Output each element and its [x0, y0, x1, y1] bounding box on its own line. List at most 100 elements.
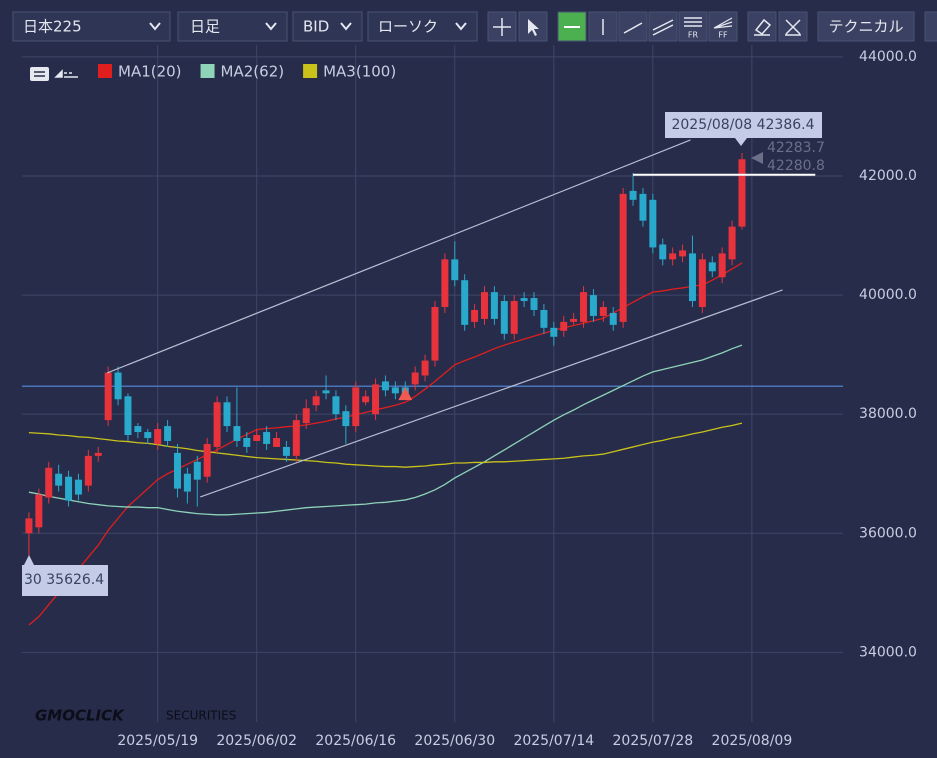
y-tick-label: 34000.0 — [859, 644, 917, 660]
candle-body — [362, 396, 370, 403]
candle-body — [372, 384, 380, 415]
candle-body — [124, 396, 132, 436]
candle-body — [738, 159, 746, 227]
candle-body — [639, 193, 647, 221]
candle-body — [25, 518, 33, 534]
candle-body — [74, 479, 82, 495]
candle-body — [550, 327, 558, 337]
candle-body — [708, 262, 716, 272]
candle-body — [134, 426, 142, 433]
candle-body — [302, 408, 310, 424]
x-tick-label: 2025/07/14 — [513, 733, 594, 749]
y-tick-label: 44000.0 — [859, 49, 917, 65]
candle-body — [728, 226, 736, 260]
ff-label: FF — [718, 31, 728, 40]
comment-lines — [34, 71, 45, 77]
fr-label: FR — [688, 31, 699, 40]
fib-fan-button[interactable] — [708, 11, 738, 42]
candle-body — [609, 312, 617, 325]
candle-body — [243, 438, 251, 447]
crosshair-icon — [493, 18, 511, 36]
candle-body — [173, 452, 181, 489]
candle-body — [480, 292, 488, 319]
candle-body — [441, 259, 449, 307]
fib-icon — [684, 17, 702, 27]
candle-body — [560, 321, 568, 331]
candle-body — [431, 307, 439, 361]
legend-swatch — [303, 64, 318, 78]
candle-body — [203, 443, 211, 477]
price-pointer — [751, 152, 763, 164]
candle-body — [530, 298, 538, 310]
price-label: 42283.7 — [767, 140, 825, 156]
candle-body — [282, 446, 290, 456]
chart-tools — [30, 67, 78, 81]
x-tick-label: 2025/06/02 — [216, 733, 297, 749]
technical-text: テクニカル — [828, 18, 903, 36]
candle-body — [391, 387, 399, 394]
channel-button[interactable] — [648, 11, 678, 42]
signal-marker — [398, 387, 413, 401]
candle-body — [471, 309, 479, 322]
candle-body — [461, 280, 469, 325]
candle-body — [580, 292, 588, 322]
candle-body — [94, 452, 102, 456]
caret — [340, 22, 352, 31]
candle-body — [688, 253, 696, 302]
style-text: ローソク — [378, 18, 438, 36]
candle-body — [352, 387, 360, 427]
more-button[interactable] — [924, 11, 937, 42]
candle-body — [263, 432, 271, 444]
candle-body — [233, 426, 241, 441]
candle-body — [510, 301, 518, 334]
high-label-pointer — [735, 138, 747, 146]
candle-body — [619, 193, 627, 322]
trendline-button[interactable] — [618, 11, 648, 42]
candle-body — [698, 259, 706, 307]
candle-body — [144, 432, 152, 438]
caret — [455, 22, 467, 31]
y-tick-label: 42000.0 — [859, 168, 917, 184]
candle-body — [253, 435, 261, 441]
candle-body — [183, 473, 191, 492]
candle-body — [273, 438, 281, 447]
candle-body — [35, 494, 43, 528]
x-tick-label: 2025/06/30 — [414, 733, 495, 749]
candle-body — [599, 307, 607, 316]
erase-button[interactable] — [747, 11, 777, 42]
candle-body — [84, 455, 92, 486]
candle-body — [223, 402, 231, 427]
x-tick-label: 2025/06/16 — [315, 733, 396, 749]
ma-line — [28, 262, 743, 626]
candle-body — [490, 292, 498, 319]
erase-all-icon — [785, 19, 801, 36]
candle-body — [114, 372, 122, 400]
side-text: BID — [303, 18, 329, 36]
candle-body — [164, 426, 172, 441]
candle-body — [451, 259, 459, 281]
side-dropdown[interactable] — [292, 11, 363, 42]
legend-swatch — [98, 64, 112, 78]
comment-icon[interactable] — [30, 67, 49, 81]
legend-label: MA2(62) — [221, 63, 285, 81]
y-tick-label: 36000.0 — [859, 525, 917, 541]
candle-body — [679, 250, 687, 257]
channel-icon — [652, 19, 674, 36]
technical-button[interactable] — [817, 11, 915, 42]
candle-body — [292, 420, 300, 456]
ma-line — [28, 344, 743, 516]
symbol-dropdown[interactable] — [12, 11, 171, 42]
plot: 34000.0 36000.0 38000.0 40000.0 42000.0 44000… — [22, 45, 917, 749]
candle-body — [669, 253, 677, 260]
candle-body — [322, 390, 330, 394]
candle-body — [421, 360, 429, 376]
low-label-pointer — [24, 555, 34, 565]
legend-label: MA3(100) — [323, 63, 396, 81]
x-tick-label: 2025/08/09 — [712, 733, 793, 749]
linestyle-icon[interactable] — [54, 69, 78, 78]
trendline-icon — [623, 22, 643, 34]
hline-button[interactable] — [557, 11, 587, 42]
candle-body — [589, 295, 597, 316]
y-tick-label: 40000.0 — [859, 287, 917, 303]
